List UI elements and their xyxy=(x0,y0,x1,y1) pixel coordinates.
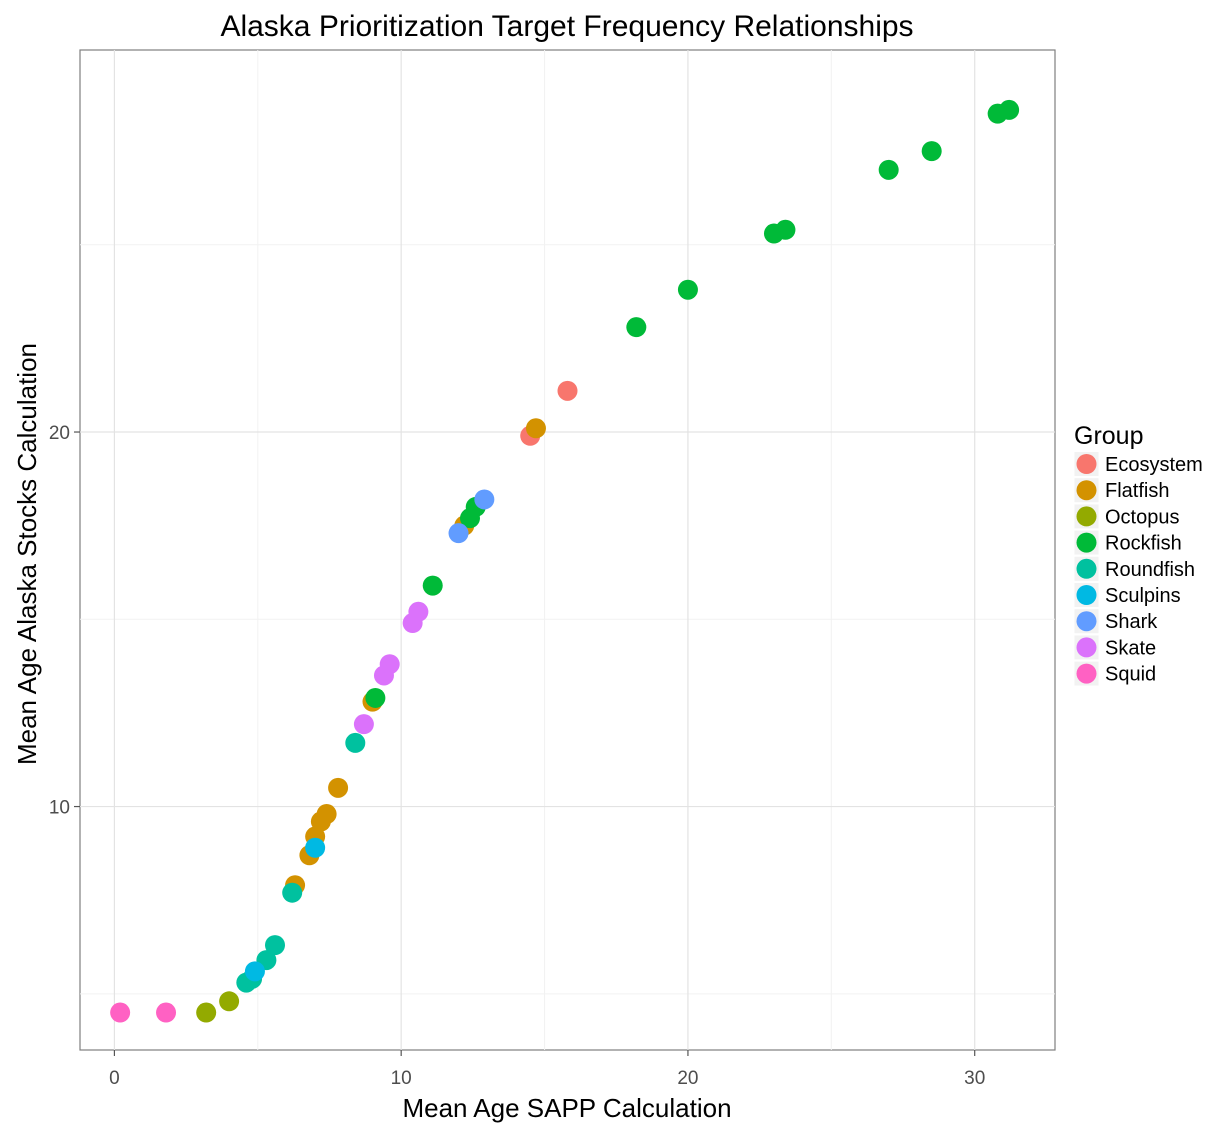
data-points xyxy=(110,99,1020,1023)
legend-label-flatfish: Flatfish xyxy=(1105,480,1169,502)
x-tick-label: 30 xyxy=(964,1068,985,1089)
legend-label-ecosystem: Ecosystem xyxy=(1105,454,1203,476)
legend-items: Ecosystem Flatfish Octopus Rockfish Roundfis… xyxy=(1073,451,1203,687)
point-roundfish xyxy=(282,882,303,903)
y-tick-label: 10 xyxy=(49,798,70,819)
legend-label-shark: Shark xyxy=(1105,611,1158,633)
point-roundfish xyxy=(265,935,285,956)
minor-grid xyxy=(80,50,1055,1050)
legend-key-roundfish xyxy=(1076,558,1097,579)
point-skate xyxy=(379,654,400,675)
point-rockfish xyxy=(365,687,386,708)
legend-label-squid: Squid xyxy=(1105,664,1156,686)
x-axis-ticks: 0 10 20 30 xyxy=(109,1050,985,1089)
point-rockfish xyxy=(878,159,899,180)
legend-label-rockfish: Rockfish xyxy=(1105,533,1182,555)
point-flatfish xyxy=(525,418,546,439)
point-octopus xyxy=(196,1002,217,1023)
x-axis-label: Mean Age SAPP Calculation xyxy=(402,1093,731,1123)
point-flatfish xyxy=(328,777,349,798)
point-sculpins xyxy=(244,961,265,982)
legend-title: Group xyxy=(1074,422,1143,450)
point-rockfish xyxy=(775,219,796,240)
x-tick-label: 0 xyxy=(109,1068,120,1089)
legend-key-octopus xyxy=(1076,506,1097,527)
legend-label-roundfish: Roundfish xyxy=(1105,559,1195,581)
point-squid xyxy=(156,1002,177,1023)
legend-key-ecosystem xyxy=(1076,454,1097,474)
legend-key-squid xyxy=(1076,663,1097,684)
point-rockfish xyxy=(677,279,698,300)
point-ecosystem xyxy=(557,380,578,401)
legend-key-sculpins xyxy=(1076,585,1097,605)
point-roundfish xyxy=(345,732,366,753)
x-tick-label: 10 xyxy=(391,1068,412,1089)
point-octopus xyxy=(219,991,240,1012)
legend-label-octopus: Octopus xyxy=(1105,506,1179,528)
point-flatfish xyxy=(316,804,337,825)
legend-label-skate: Skate xyxy=(1105,637,1156,659)
legend-key-shark xyxy=(1076,611,1097,632)
legend-label-sculpins: Sculpins xyxy=(1105,585,1181,607)
point-rockfish xyxy=(921,141,942,162)
point-squid xyxy=(110,1002,131,1023)
legend: Group Ecosystem Flatfish Octopus Rockfish Ro… xyxy=(1073,422,1203,687)
point-sculpins xyxy=(305,837,326,858)
y-tick-label: 20 xyxy=(49,423,70,444)
legend-key-flatfish xyxy=(1076,480,1097,501)
point-skate xyxy=(353,714,374,735)
point-shark xyxy=(474,489,495,510)
x-tick-label: 20 xyxy=(677,1068,698,1089)
legend-key-skate xyxy=(1076,637,1097,658)
point-shark xyxy=(448,523,469,544)
plot-panel xyxy=(79,49,1056,1051)
y-axis-label: Mean Age Alaska Stocks Calculation xyxy=(12,343,42,765)
chart-title: Alaska Prioritization Target Frequency R… xyxy=(220,10,913,43)
y-axis-ticks: 10 20 xyxy=(49,423,80,819)
legend-key-rockfish xyxy=(1076,532,1097,553)
point-skate xyxy=(408,601,429,622)
major-grid xyxy=(80,50,1055,1050)
point-rockfish xyxy=(422,575,443,596)
point-rockfish xyxy=(626,317,647,338)
point-rockfish xyxy=(999,99,1020,120)
